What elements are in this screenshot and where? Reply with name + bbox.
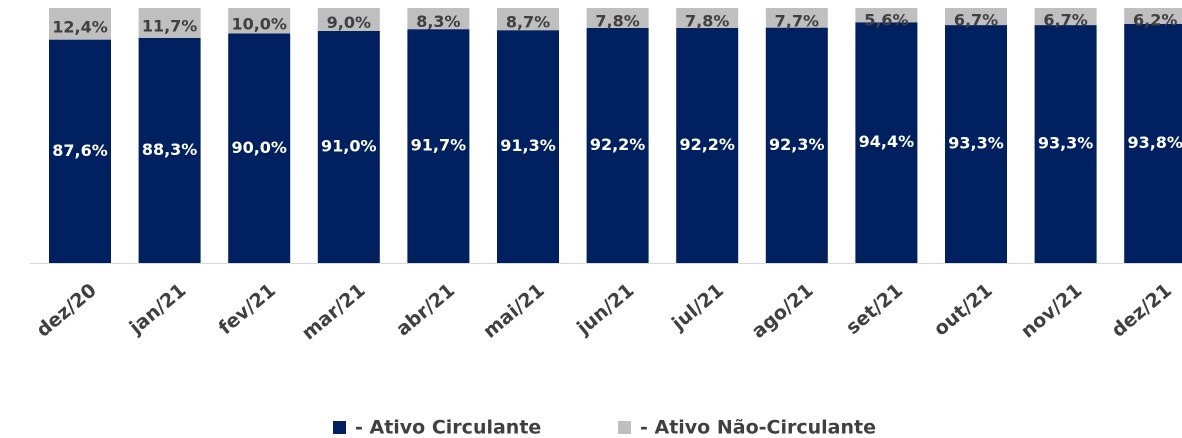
bar-segment [945, 8, 1007, 26]
x-tick-label: jul/21 [667, 279, 728, 335]
bar-segment [228, 33, 291, 263]
data-label: 91,0% [321, 136, 377, 155]
bar-segment [407, 29, 470, 264]
bar-segment [586, 8, 649, 28]
bar-segment [765, 8, 828, 28]
data-label: 91,3% [500, 136, 556, 155]
bar-segment [49, 39, 111, 264]
bar-segment [765, 27, 828, 264]
bar-segment [49, 8, 111, 40]
bar-segment [317, 30, 380, 264]
data-label: 7,7% [775, 11, 819, 30]
data-label: 5,6% [864, 11, 908, 30]
x-tick-label: jan/21 [125, 279, 191, 339]
x-tick-label: mai/21 [479, 279, 549, 342]
bar-segment [676, 8, 739, 28]
bar-segment [228, 8, 291, 34]
data-label: 8,7% [506, 13, 550, 32]
x-tick-label: out/21 [930, 279, 997, 340]
data-label: 93,3% [948, 134, 1004, 153]
x-tick-label: abr/21 [392, 279, 459, 340]
bar-segment [1034, 8, 1097, 26]
data-label: 93,3% [1038, 134, 1094, 153]
data-label: 7,8% [595, 11, 639, 30]
bar-segment [586, 27, 649, 263]
x-tick-label: fev/21 [215, 279, 280, 339]
data-label: 6,7% [954, 11, 998, 30]
legend-label: - Ativo Não-Circulante [640, 417, 876, 438]
data-label: 6,7% [1043, 11, 1087, 30]
x-tick-label: jun/21 [572, 279, 638, 340]
legend-label: - Ativo Circulante [355, 417, 541, 438]
data-label: 92,3% [769, 135, 825, 154]
data-label: 8,3% [416, 12, 460, 31]
x-tick-label: dez/21 [1107, 279, 1175, 341]
bar-segment [1124, 23, 1182, 264]
data-label: 88,3% [142, 140, 198, 159]
bar-segment [1124, 8, 1182, 24]
data-label: 9,0% [327, 13, 371, 32]
x-tick-label: ago/21 [748, 279, 818, 343]
bar-segment [945, 25, 1007, 264]
data-label: 93,8% [1127, 133, 1182, 152]
bar-segment [855, 22, 918, 264]
x-tick-label: dez/20 [32, 279, 100, 341]
data-label: 90,0% [231, 138, 287, 157]
bar-segment [497, 30, 559, 264]
bar-segment [407, 8, 470, 30]
x-tick-label: nov/21 [1017, 279, 1087, 342]
bar-segment [855, 8, 918, 23]
data-label: 10,0% [231, 14, 287, 33]
data-label: 92,2% [590, 135, 646, 154]
legend-swatch [618, 421, 631, 434]
x-tick-label: set/21 [842, 279, 907, 339]
data-label: 91,7% [411, 136, 467, 155]
legend-swatch [333, 421, 346, 434]
data-label: 94,4% [859, 132, 915, 151]
bar-segment [138, 37, 201, 264]
bar-segment [317, 8, 380, 31]
data-label: 6,2% [1133, 11, 1177, 30]
bar-segment [676, 27, 739, 263]
bar-segment [1034, 25, 1097, 264]
data-label: 12,4% [52, 17, 108, 36]
x-tick-label: mar/21 [298, 279, 370, 344]
bar-segment [497, 8, 559, 31]
data-label: 87,6% [52, 141, 108, 160]
bar-segment [138, 8, 201, 38]
data-label: 7,8% [685, 11, 729, 30]
data-label: 11,7% [142, 16, 198, 35]
data-label: 92,2% [679, 135, 735, 154]
